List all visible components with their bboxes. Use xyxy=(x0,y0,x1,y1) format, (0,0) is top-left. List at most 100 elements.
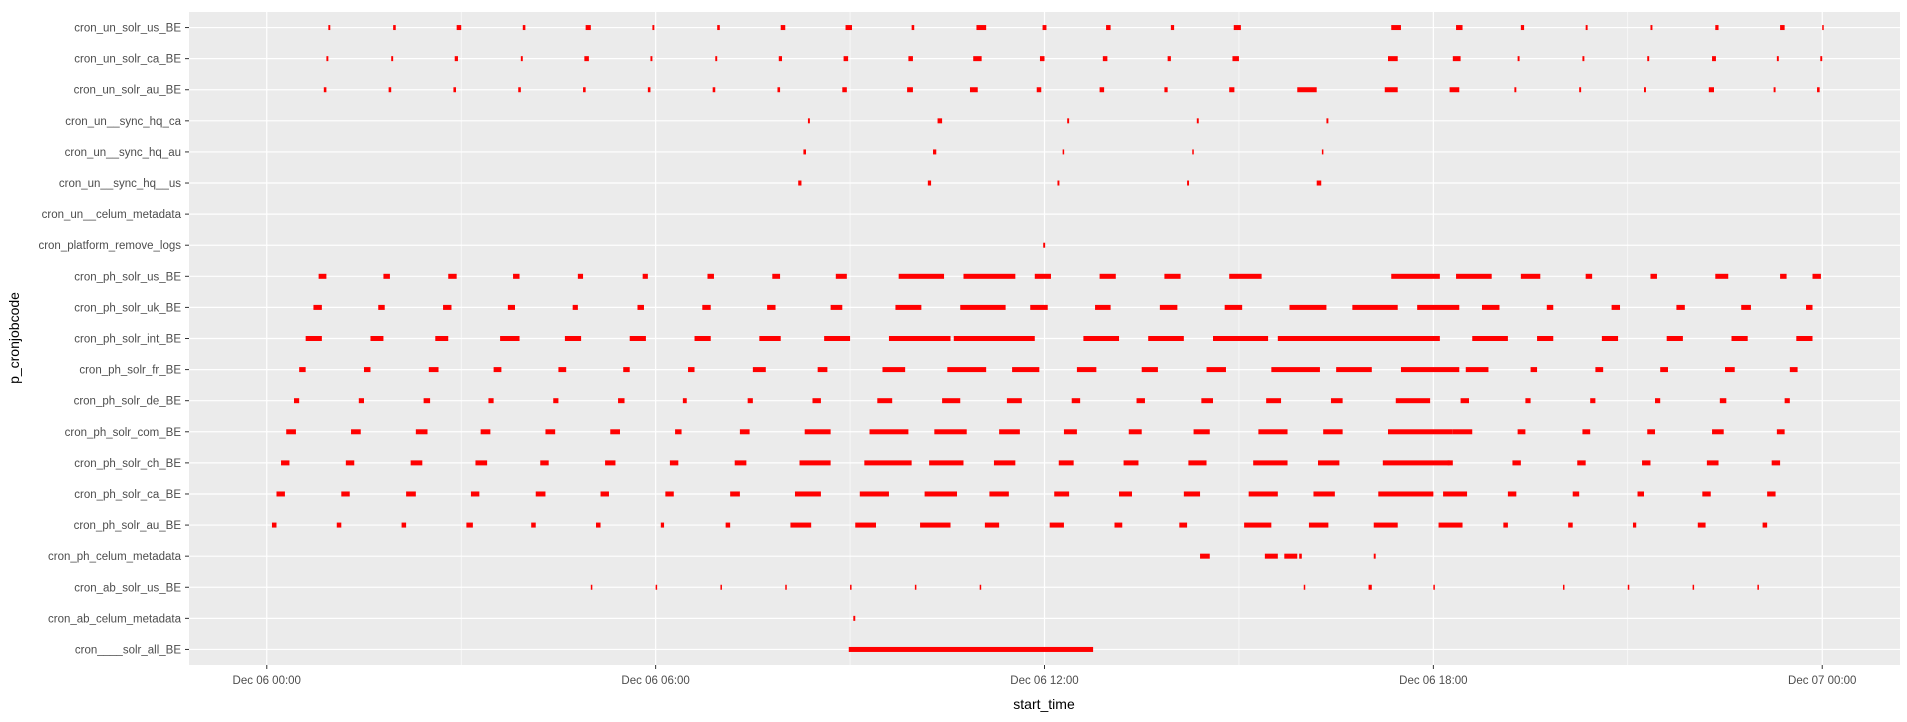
job-run-bar xyxy=(1697,522,1706,528)
job-run-bar xyxy=(1452,56,1461,62)
job-run-bar xyxy=(1449,87,1460,93)
job-run-bar xyxy=(1780,25,1785,31)
job-run-bar xyxy=(1676,304,1685,310)
job-run-bar xyxy=(1232,56,1239,62)
job-run-bar xyxy=(1562,584,1565,590)
job-run-bar xyxy=(1071,398,1081,404)
job-run-bar xyxy=(1330,398,1343,404)
job-run-bar xyxy=(522,25,526,31)
job-run-bar xyxy=(929,460,964,466)
job-run-bar xyxy=(1063,429,1077,435)
job-run-bar xyxy=(493,367,502,373)
job-run-bar xyxy=(1266,398,1282,404)
job-run-bar xyxy=(999,429,1020,435)
job-run-bar xyxy=(1244,522,1272,528)
job-run-bar xyxy=(824,336,851,341)
job-run-bar xyxy=(1741,304,1751,310)
job-run-bar xyxy=(1128,429,1142,435)
y-tick-label: cron_ph_solr_int_BE xyxy=(74,334,181,346)
job-run-bar xyxy=(1382,460,1450,466)
job-run-bar xyxy=(305,336,322,341)
y-tick-label: cron_ph_solr_ch_BE xyxy=(74,458,181,470)
job-run-bar xyxy=(1229,273,1262,279)
job-run-bar xyxy=(564,336,582,341)
job-run-bar xyxy=(520,56,523,62)
job-run-bar xyxy=(1373,522,1398,528)
job-run-bar xyxy=(647,87,651,93)
job-run-bar xyxy=(1159,304,1178,310)
job-run-bar xyxy=(1731,336,1748,341)
job-run-bar xyxy=(1106,25,1111,31)
y-axis-title: p_cronjobcode xyxy=(6,292,22,384)
job-run-bar xyxy=(973,56,982,62)
job-run-bar xyxy=(830,304,843,310)
job-run-bar xyxy=(1820,56,1823,62)
job-run-bar xyxy=(1313,491,1335,497)
job-run-bar xyxy=(947,367,987,373)
job-run-bar xyxy=(1456,25,1463,31)
job-run-bar xyxy=(600,491,609,497)
job-run-bar xyxy=(1248,491,1278,497)
job-run-bar xyxy=(759,336,781,341)
job-run-bar xyxy=(1715,25,1719,31)
x-tick-label: Dec 06 18:00 xyxy=(1399,675,1467,687)
job-run-bar xyxy=(707,273,714,279)
job-run-bar xyxy=(1018,336,1035,341)
job-run-bar xyxy=(969,87,978,93)
job-run-bar xyxy=(1193,429,1210,435)
job-run-bar xyxy=(1395,398,1431,404)
y-tick-label: cron_ph_solr_de_BE xyxy=(74,396,182,408)
job-run-bar xyxy=(1187,180,1190,186)
job-run-bar xyxy=(435,336,449,341)
job-run-bar xyxy=(299,367,306,373)
job-run-bar xyxy=(406,491,416,497)
job-run-bar xyxy=(963,273,1016,279)
job-run-bar xyxy=(1299,553,1302,559)
job-run-bar xyxy=(1481,304,1500,310)
job-run-bar xyxy=(842,87,847,93)
job-run-bar xyxy=(370,336,384,341)
job-run-bar xyxy=(984,522,1000,528)
job-run-bar xyxy=(318,273,327,279)
job-run-bar xyxy=(577,273,584,279)
job-run-bar xyxy=(1271,367,1320,373)
job-run-bar xyxy=(1006,398,1022,404)
job-run-bar xyxy=(383,273,390,279)
job-run-bar xyxy=(428,367,439,373)
job-run-bar xyxy=(734,460,747,466)
job-run-bar xyxy=(845,25,853,31)
job-run-bar xyxy=(1725,367,1735,373)
job-run-bar xyxy=(1049,522,1064,528)
job-run-bar xyxy=(1443,491,1468,497)
job-run-bar xyxy=(1258,429,1288,435)
job-run-bar xyxy=(1632,522,1637,528)
job-run-bar xyxy=(276,491,285,497)
job-run-bar xyxy=(1660,367,1668,373)
job-run-bar xyxy=(1400,367,1460,373)
job-run-bar xyxy=(794,491,821,497)
job-run-bar xyxy=(1036,87,1042,93)
y-tick-label: cron_ph_solr_fr_BE xyxy=(79,365,181,377)
job-run-bar xyxy=(747,398,753,404)
job-run-bar xyxy=(1297,87,1317,93)
job-run-bar xyxy=(1643,87,1646,93)
job-run-bar xyxy=(1384,87,1398,93)
job-run-bar xyxy=(271,522,277,528)
job-run-bar xyxy=(660,522,665,528)
job-run-bar xyxy=(817,367,828,373)
job-run-bar xyxy=(1076,367,1097,373)
job-run-bar xyxy=(1465,367,1489,373)
job-run-bar xyxy=(401,522,407,528)
job-run-bar xyxy=(665,491,674,497)
job-run-bar xyxy=(1579,87,1582,93)
job-run-bar xyxy=(326,56,329,62)
job-run-bar xyxy=(1062,149,1065,155)
job-run-bar xyxy=(953,336,1032,341)
job-run-bar xyxy=(1595,367,1604,373)
job-run-bar xyxy=(1352,304,1398,310)
job-run-bar xyxy=(942,398,961,404)
y-tick-label: cron_platform_remove_logs xyxy=(38,240,181,252)
job-run-bar xyxy=(1577,460,1586,466)
job-run-bar xyxy=(1201,398,1214,404)
job-run-bar xyxy=(1503,522,1508,528)
